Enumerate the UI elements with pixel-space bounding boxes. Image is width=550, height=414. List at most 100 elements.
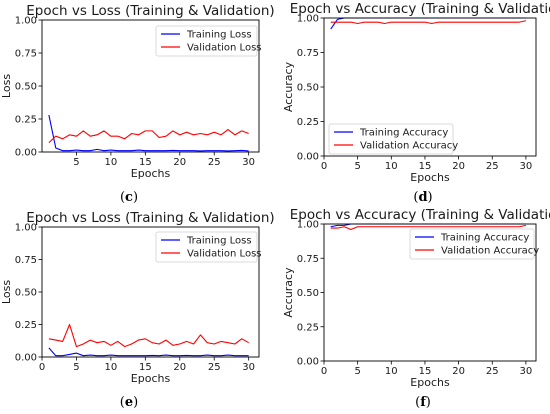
x-tick-label: 0 bbox=[39, 362, 45, 373]
chart-panel-e: Epoch vs Loss (Training & Validation) 0.0… bbox=[0, 210, 275, 385]
x-tick-label: 5 bbox=[354, 161, 360, 172]
series-line-training bbox=[48, 114, 249, 152]
panel-caption: (f) bbox=[415, 395, 431, 410]
y-tick-label: 0.75 bbox=[297, 48, 319, 59]
caption-letter: c bbox=[125, 190, 133, 205]
chart-panel-c: Epoch vs Loss (Training & Validation) 0.0… bbox=[0, 3, 275, 180]
legend: Training Loss Validation Loss bbox=[155, 25, 262, 57]
caption-letter: d bbox=[418, 190, 427, 205]
y-axis-label: Accuracy bbox=[282, 61, 295, 112]
x-tick-label: 20 bbox=[173, 157, 186, 168]
x-tick-label: 5 bbox=[73, 362, 79, 373]
legend-box bbox=[328, 123, 454, 155]
legend-label: Validation Loss bbox=[187, 43, 262, 54]
x-tick-label: 20 bbox=[452, 161, 465, 172]
series-line-validation bbox=[48, 323, 249, 348]
x-axis-label: Epochs bbox=[410, 171, 450, 184]
legend-label: Training Accuracy bbox=[359, 128, 448, 139]
legend: Training Loss Validation Loss bbox=[155, 231, 262, 263]
caption-paren: ) bbox=[133, 395, 138, 410]
panel-caption: (e) bbox=[120, 395, 138, 410]
x-axis-label: Epochs bbox=[410, 376, 450, 389]
caption-paren: ) bbox=[426, 395, 431, 410]
series-line-validation bbox=[48, 129, 249, 144]
x-tick-label: 0 bbox=[321, 161, 327, 172]
legend-label: Validation Loss bbox=[187, 249, 262, 260]
caption-paren: ( bbox=[415, 395, 420, 410]
y-tick-label: 0.25 bbox=[15, 320, 37, 331]
x-tick-label: 10 bbox=[385, 161, 398, 172]
series-line-validation bbox=[330, 20, 527, 25]
caption-letter: e bbox=[125, 395, 133, 410]
x-axis-label: Epochs bbox=[131, 167, 171, 180]
chart-title: Epoch vs Loss (Training & Validation) bbox=[26, 210, 274, 226]
series-line-training bbox=[48, 347, 249, 357]
panel-caption: (d) bbox=[413, 190, 432, 205]
x-tick-label: 10 bbox=[385, 366, 398, 377]
plot-frame bbox=[323, 17, 537, 157]
x-tick-label: 30 bbox=[520, 161, 533, 172]
x-tick-label: 30 bbox=[242, 157, 255, 168]
x-tick-label: 20 bbox=[173, 362, 186, 373]
plot-frame bbox=[41, 19, 260, 153]
legend-label: Training Loss bbox=[186, 30, 252, 41]
x-tick-label: 5 bbox=[354, 366, 360, 377]
y-tick-label: 0.25 bbox=[297, 322, 319, 333]
y-tick-label: 0.25 bbox=[15, 115, 37, 126]
chart-panel-f: Epoch vs Accuracy (Training & Validation… bbox=[282, 207, 550, 389]
y-tick-label: 0.75 bbox=[15, 255, 37, 266]
y-tick-label: 0.00 bbox=[297, 357, 319, 368]
legend-label: Training Accuracy bbox=[440, 233, 529, 244]
legend-label: Training Loss bbox=[186, 236, 252, 247]
x-axis-label: Epochs bbox=[131, 372, 171, 385]
y-tick-label: 1.00 bbox=[297, 220, 319, 231]
plot-frame bbox=[41, 226, 260, 358]
x-tick-label: 25 bbox=[486, 161, 499, 172]
y-tick-label: 1.00 bbox=[297, 14, 319, 25]
y-tick-label: 0.75 bbox=[15, 49, 37, 60]
caption-paren: ) bbox=[428, 190, 433, 205]
y-tick-label: 0.25 bbox=[297, 117, 319, 128]
x-tick-label: 30 bbox=[242, 362, 255, 373]
y-tick-label: 0.00 bbox=[297, 152, 319, 163]
legend: Training Accuracy Validation Accuracy bbox=[328, 123, 458, 155]
x-tick-label: 15 bbox=[419, 366, 432, 377]
caption-paren: ( bbox=[120, 395, 125, 410]
legend-label: Validation Accuracy bbox=[360, 141, 458, 152]
y-tick-label: 1.00 bbox=[15, 16, 37, 27]
y-axis-label: Loss bbox=[0, 74, 13, 98]
x-tick-label: 20 bbox=[452, 366, 465, 377]
caption-paren: ( bbox=[120, 190, 125, 205]
y-tick-label: 0.75 bbox=[297, 254, 319, 265]
x-tick-label: 15 bbox=[139, 362, 152, 373]
y-tick-label: 0.50 bbox=[15, 82, 37, 93]
y-tick-label: 0.50 bbox=[297, 288, 319, 299]
x-tick-label: 15 bbox=[419, 161, 432, 172]
y-tick-label: 1.00 bbox=[15, 223, 37, 234]
x-tick-label: 10 bbox=[105, 157, 118, 168]
caption-paren: ) bbox=[133, 190, 138, 205]
legend-box bbox=[155, 231, 258, 263]
chart-title: Epoch vs Accuracy (Training & Validation… bbox=[290, 207, 550, 223]
chart-title: Epoch vs Loss (Training & Validation) bbox=[26, 3, 274, 19]
chart-title: Epoch vs Accuracy (Training & Validation… bbox=[290, 1, 550, 17]
legend-box bbox=[155, 25, 258, 57]
legend-label: Validation Accuracy bbox=[441, 246, 539, 257]
y-tick-label: 0.50 bbox=[297, 83, 319, 94]
x-tick-label: 25 bbox=[208, 157, 221, 168]
x-tick-label: 25 bbox=[486, 366, 499, 377]
panel-caption: (c) bbox=[120, 190, 138, 205]
x-tick-label: 30 bbox=[520, 366, 533, 377]
plot-frame bbox=[323, 223, 537, 362]
y-axis-label: Loss bbox=[0, 280, 13, 304]
x-tick-label: 0 bbox=[321, 366, 327, 377]
x-tick-label: 15 bbox=[139, 157, 152, 168]
x-tick-label: 10 bbox=[105, 362, 118, 373]
y-tick-label: 0.50 bbox=[15, 288, 37, 299]
x-tick-label: 25 bbox=[208, 362, 221, 373]
y-tick-label: 0.00 bbox=[15, 353, 37, 364]
x-tick-label: 5 bbox=[73, 157, 79, 168]
legend: Training Accuracy Validation Accuracy bbox=[409, 228, 539, 260]
legend-box bbox=[409, 228, 535, 260]
caption-paren: ( bbox=[413, 190, 418, 205]
